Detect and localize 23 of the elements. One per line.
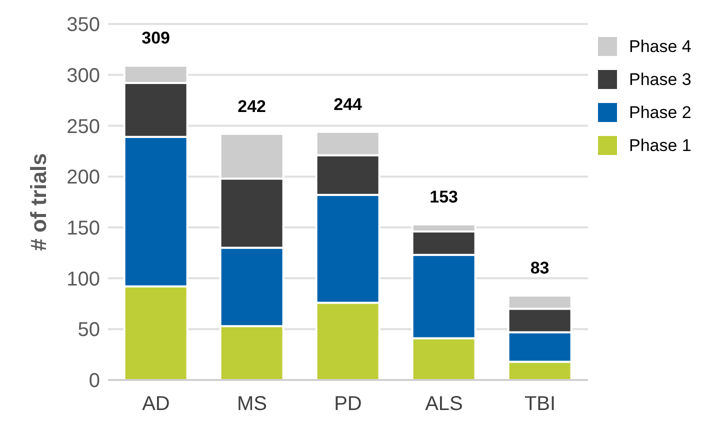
legend-label: Phase 1	[629, 136, 692, 156]
total-label: 309	[142, 28, 170, 48]
total-label: 153	[430, 187, 458, 206]
y-tick-label: 250	[66, 116, 100, 138]
y-axis-title: # of trials	[26, 153, 51, 251]
x-tick-label: MS	[237, 393, 267, 416]
total-label: 244	[334, 94, 363, 114]
legend-label: Phase 2	[629, 102, 692, 122]
legend-label: Phase 3	[629, 70, 692, 90]
total-label: 83	[530, 258, 550, 278]
legend-label: Phase 4	[629, 36, 692, 56]
x-tick-label: TBI	[524, 393, 556, 416]
total-label: 242	[238, 96, 266, 116]
x-tick-label: PD	[334, 393, 362, 416]
y-tick-label: 200	[66, 166, 100, 189]
y-tick-label: 0	[88, 370, 100, 392]
y-tick-label: 350	[66, 14, 100, 36]
y-tick-label: 150	[66, 218, 100, 240]
y-tick-label: 100	[66, 268, 100, 290]
x-tick-label: AD	[142, 393, 170, 416]
y-tick-label: 300	[66, 64, 100, 87]
x-tick-label: ALS	[425, 393, 463, 416]
y-tick-label: 50	[78, 319, 100, 342]
